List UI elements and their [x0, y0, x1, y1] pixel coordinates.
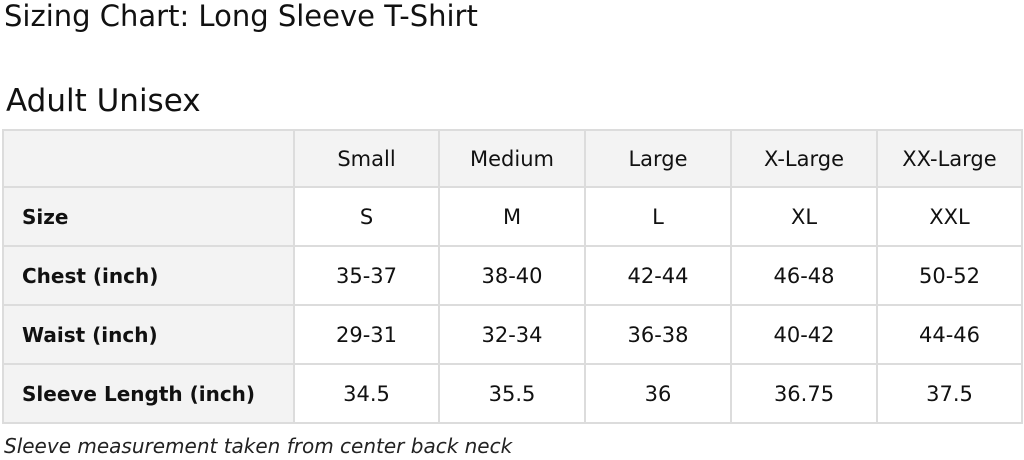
- header-cell: Medium: [438, 129, 586, 188]
- header-cell-empty: [2, 129, 295, 188]
- table-cell: 37.5: [876, 363, 1023, 424]
- table-cell: 36: [584, 363, 732, 424]
- table-cell: 42-44: [584, 245, 732, 306]
- table-cell: 44-46: [876, 304, 1023, 365]
- table-cell: 35.5: [438, 363, 586, 424]
- header-cell: XX-Large: [876, 129, 1023, 188]
- table-cell: 38-40: [438, 245, 586, 306]
- header-cell: Large: [584, 129, 732, 188]
- page-title: Sizing Chart: Long Sleeve T-Shirt: [4, 0, 478, 33]
- table-cell: 40-42: [730, 304, 878, 365]
- table-cell: L: [584, 186, 732, 247]
- table-cell: S: [293, 186, 440, 247]
- header-cell: X-Large: [730, 129, 878, 188]
- table-cell: 35-37: [293, 245, 440, 306]
- table-cell: 32-34: [438, 304, 586, 365]
- table-cell: 36.75: [730, 363, 878, 424]
- row-label: Waist (inch): [2, 304, 295, 365]
- table-cell: 29-31: [293, 304, 440, 365]
- footnote: Sleeve measurement taken from center bac…: [4, 434, 513, 458]
- table-cell: 50-52: [876, 245, 1023, 306]
- sizing-table: Small Medium Large X-Large XX-Large Size…: [2, 129, 1023, 424]
- table-cell: XL: [730, 186, 878, 247]
- row-label: Size: [2, 186, 295, 247]
- table-row: Size S M L XL XXL: [2, 186, 1023, 247]
- table-header-row: Small Medium Large X-Large XX-Large: [2, 129, 1023, 188]
- table-row: Waist (inch) 29-31 32-34 36-38 40-42 44-…: [2, 304, 1023, 365]
- table-cell: 36-38: [584, 304, 732, 365]
- table-cell: 46-48: [730, 245, 878, 306]
- table-cell: XXL: [876, 186, 1023, 247]
- header-cell: Small: [293, 129, 440, 188]
- table-cell: M: [438, 186, 586, 247]
- table-row: Sleeve Length (inch) 34.5 35.5 36 36.75 …: [2, 363, 1023, 424]
- table-row: Chest (inch) 35-37 38-40 42-44 46-48 50-…: [2, 245, 1023, 306]
- section-title: Adult Unisex: [6, 83, 201, 119]
- table-cell: 34.5: [293, 363, 440, 424]
- row-label: Chest (inch): [2, 245, 295, 306]
- row-label: Sleeve Length (inch): [2, 363, 295, 424]
